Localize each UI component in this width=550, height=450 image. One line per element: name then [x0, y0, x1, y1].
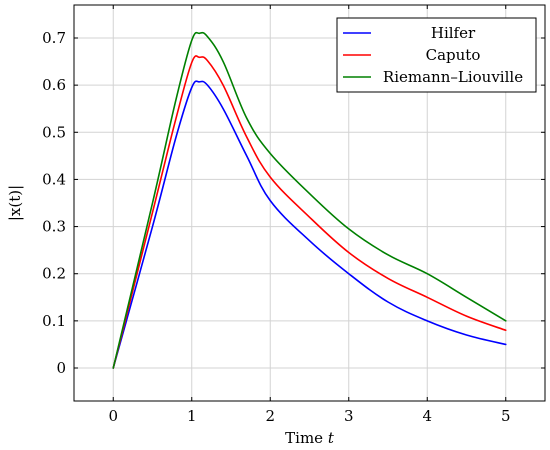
series-line-caputo: [112, 55, 507, 369]
y-tick-label: 0.4: [42, 170, 66, 188]
legend-label: Caputo: [426, 46, 481, 64]
legend-label: Riemann–Liouville: [383, 68, 523, 86]
x-axis-label: Time t: [285, 429, 335, 447]
series-line-hilfer: [112, 80, 507, 369]
y-tick-label: 0.6: [42, 76, 66, 94]
y-tick-label: 0.1: [42, 312, 66, 330]
x-tick-label: 4: [422, 407, 432, 425]
y-axis-label: |x(t)|: [6, 185, 24, 221]
x-axis-ticks: 0 1 2 3 4 5: [108, 5, 511, 425]
x-tick-label: 0: [108, 407, 118, 425]
x-tick-label: 3: [344, 407, 354, 425]
x-tick-label: 5: [501, 407, 511, 425]
series-line-riemann-liouville: [112, 31, 507, 369]
y-tick-label: 0: [56, 359, 66, 377]
y-axis-ticks: 0 0.1 0.2 0.3 0.4 0.5 0.6 0.7: [42, 29, 545, 377]
y-tick-label: 0.5: [42, 123, 66, 141]
y-tick-label: 0.2: [42, 265, 66, 283]
x-tick-label: 1: [187, 407, 197, 425]
series-lines: [112, 31, 507, 369]
legend: Hilfer Caputo Riemann–Liouville: [336, 17, 537, 93]
legend-label: Hilfer: [431, 24, 476, 42]
y-tick-label: 0.3: [42, 218, 66, 236]
y-tick-label: 0.7: [42, 29, 66, 47]
x-tick-label: 2: [265, 407, 275, 425]
x-axis-label-text: Time: [285, 429, 323, 447]
plot-frame: [73, 4, 546, 402]
x-axis-label-variable: t: [328, 429, 335, 447]
